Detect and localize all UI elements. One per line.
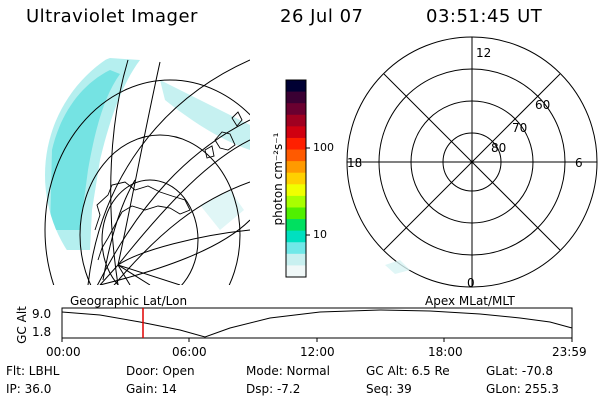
mlt-label-0: 0: [467, 276, 475, 290]
timeline-axis-title: GC Alt: [15, 306, 29, 344]
colorbar-segment: [286, 253, 306, 266]
colorbar: [286, 80, 306, 278]
info-door: Door: Open: [126, 364, 195, 378]
info-seq: Seq: 39: [366, 382, 412, 396]
info-dsp: Dsp: -7.2: [246, 382, 301, 396]
info-ip: IP: 36.0: [6, 382, 52, 396]
timeline-ytick-top: 9.0: [32, 307, 52, 321]
colorbar-unit-label: photon cm⁻²s⁻¹: [271, 132, 285, 226]
geographic-image: [44, 58, 250, 285]
colorbar-segment: [286, 242, 306, 255]
colorbar-tick-100: 100: [313, 141, 334, 154]
image-title: Ultraviolet Imager: [26, 6, 198, 27]
colorbar-segment: [286, 91, 306, 104]
colorbar-frame: [285, 79, 307, 278]
image-date: 26 Jul 07: [280, 6, 364, 27]
info-gain: Gain: 14: [126, 382, 177, 396]
colorbar-segment: [286, 219, 306, 232]
mlt-label-18: 18: [347, 156, 363, 170]
mlt-label-12: 12: [476, 46, 492, 60]
lat-label-80: 80: [491, 141, 507, 155]
timeline-xtick-3: 18:00: [428, 345, 463, 359]
image-time: 03:51:45 UT: [426, 6, 543, 27]
colorbar-segment: [286, 207, 306, 220]
colorbar-segment: [286, 230, 306, 243]
lat-label-60: 60: [535, 98, 551, 112]
colorbar-segment: [286, 172, 306, 185]
colorbar-segment: [286, 184, 306, 197]
timeline-ytick-bottom: 1.8: [32, 325, 52, 339]
timeline-xtick-1: 06:00: [172, 345, 207, 359]
info-glon: GLon: 255.3: [486, 382, 559, 396]
timeline-xtick-4: 23:59: [552, 345, 587, 359]
info-filter: Flt: LBHL: [6, 364, 60, 378]
mlt-label-6: 6: [575, 156, 583, 170]
colorbar-segment: [286, 114, 306, 127]
colorbar-segment: [286, 265, 306, 278]
polar-plot: [346, 36, 598, 288]
lat-label-70: 70: [512, 121, 528, 135]
info-gc-alt: GC Alt: 6.5 Re: [366, 364, 450, 378]
colorbar-segment: [286, 161, 306, 174]
timeline-left-label: Geographic Lat/Lon: [70, 294, 188, 308]
info-glat: GLat: -70.8: [486, 364, 553, 378]
timeline-right-label: Apex MLat/MLT: [425, 294, 515, 308]
colorbar-tick-10: 10: [313, 228, 327, 241]
colorbar-segment: [286, 126, 306, 139]
colorbar-segment: [286, 80, 306, 93]
colorbar-segment: [286, 195, 306, 208]
timeline-xtick-0: 00:00: [46, 345, 81, 359]
colorbar-segment: [286, 137, 306, 151]
timeline-plot: [61, 307, 573, 342]
timeline-xtick-2: 12:00: [300, 345, 335, 359]
colorbar-segment: [286, 149, 306, 162]
info-mode: Mode: Normal: [246, 364, 330, 378]
colorbar-segment: [286, 103, 306, 116]
